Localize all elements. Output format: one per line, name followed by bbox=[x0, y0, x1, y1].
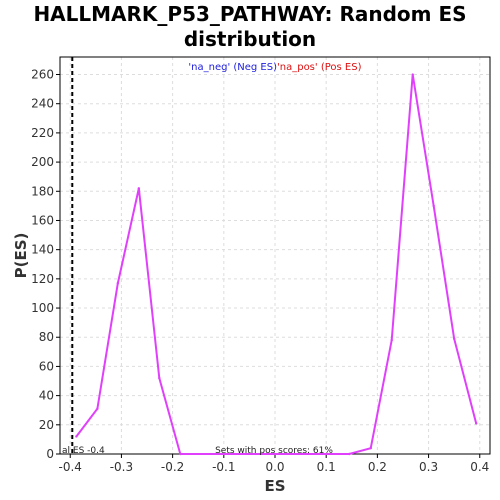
y-tick-label: 180 bbox=[31, 184, 54, 198]
y-tick-label: 220 bbox=[31, 126, 54, 140]
x-axis-ticks: -0.4 -0.3 -0.2 -0.1 0.0 0.1 0.2 0.3 0.4 bbox=[59, 454, 489, 474]
x-tick-label: -0.4 bbox=[59, 460, 82, 474]
series-points bbox=[75, 73, 478, 456]
data-point bbox=[474, 422, 478, 425]
x-tick-label: 0.0 bbox=[265, 460, 284, 474]
x-tick-label: 0.3 bbox=[419, 460, 438, 474]
data-point bbox=[390, 338, 393, 342]
y-tick-label: 240 bbox=[31, 97, 54, 111]
pos-scores-annotation: Sets with pos scores: 61% bbox=[215, 446, 333, 456]
y-tick-label: 20 bbox=[39, 418, 54, 432]
chart-title-line-2: distribution bbox=[183, 27, 317, 51]
data-point bbox=[158, 376, 161, 380]
y-tick-label: 160 bbox=[31, 213, 54, 227]
data-point bbox=[369, 446, 372, 450]
data-point bbox=[179, 452, 182, 456]
series-line bbox=[75, 74, 478, 455]
x-tick-label: -0.1 bbox=[212, 460, 235, 474]
data-point bbox=[348, 452, 351, 456]
data-point bbox=[75, 435, 78, 438]
y-tick-label: 120 bbox=[31, 272, 54, 286]
x-tick-label: -0.2 bbox=[161, 460, 184, 474]
grid bbox=[60, 57, 490, 455]
data-point bbox=[411, 73, 414, 76]
data-point bbox=[432, 204, 435, 208]
x-axis-label: ES bbox=[264, 477, 285, 495]
y-tick-label: 140 bbox=[31, 243, 54, 257]
data-point bbox=[116, 282, 120, 285]
y-tick-label: 0 bbox=[46, 447, 54, 461]
y-axis-ticks: 0 20 40 60 80 100 120 140 160 180 200 220 240 260 bbox=[31, 68, 60, 461]
x-tick-label: 0.2 bbox=[368, 460, 387, 474]
actual-es-annotation: al ES -0.4 bbox=[62, 446, 105, 456]
y-axis-label: P(ES) bbox=[12, 233, 30, 279]
x-tick-label: 0.1 bbox=[317, 460, 336, 474]
y-tick-label: 40 bbox=[39, 389, 54, 403]
x-tick-label: 0.4 bbox=[470, 460, 489, 474]
y-tick-label: 260 bbox=[31, 68, 54, 82]
legend-neg-es: 'na_neg' (Neg ES) bbox=[188, 62, 277, 73]
y-tick-label: 80 bbox=[39, 330, 54, 344]
x-tick-label: -0.3 bbox=[110, 460, 133, 474]
y-tick-label: 200 bbox=[31, 155, 54, 169]
legend-pos-es: 'na_pos' (Pos ES) bbox=[277, 62, 362, 73]
data-point bbox=[96, 407, 99, 410]
chart-title-line-1: HALLMARK_P53_PATHWAY: Random ES bbox=[33, 2, 467, 26]
y-tick-label: 60 bbox=[39, 359, 54, 373]
y-tick-label: 100 bbox=[31, 301, 54, 315]
data-point bbox=[137, 187, 141, 190]
data-point bbox=[452, 337, 456, 340]
